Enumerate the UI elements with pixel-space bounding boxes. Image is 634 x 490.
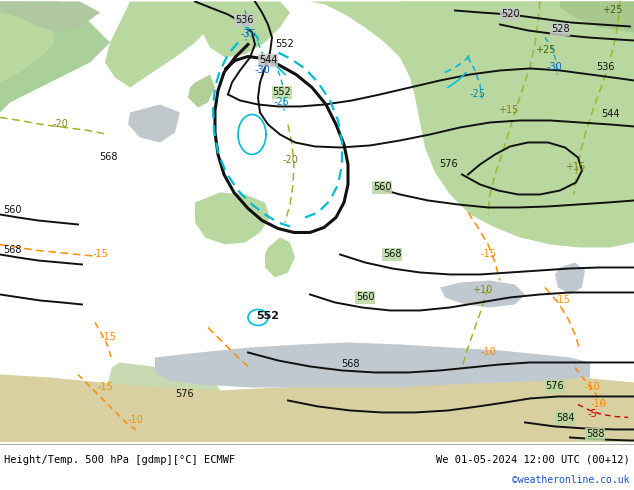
Polygon shape <box>195 193 270 245</box>
Text: -15: -15 <box>480 249 496 260</box>
Text: 560: 560 <box>373 182 391 193</box>
Text: 584: 584 <box>556 414 574 423</box>
Text: -30: -30 <box>546 62 562 73</box>
Polygon shape <box>400 1 634 91</box>
Text: 528: 528 <box>551 24 569 34</box>
Polygon shape <box>555 263 585 294</box>
Text: -10: -10 <box>480 347 496 358</box>
Text: 552: 552 <box>257 312 280 321</box>
Text: -15: -15 <box>554 295 570 305</box>
Polygon shape <box>310 1 634 247</box>
Text: 568: 568 <box>383 249 401 260</box>
Polygon shape <box>128 104 180 143</box>
Text: 576: 576 <box>176 390 194 399</box>
Polygon shape <box>200 1 290 57</box>
Text: +15: +15 <box>498 105 518 116</box>
Text: We 01-05-2024 12:00 UTC (00+12): We 01-05-2024 12:00 UTC (00+12) <box>436 455 630 465</box>
Text: +15: +15 <box>565 163 585 172</box>
Polygon shape <box>0 1 55 82</box>
Text: -10: -10 <box>590 399 606 410</box>
Text: 588: 588 <box>586 429 604 440</box>
Text: -30: -30 <box>254 66 270 75</box>
Text: 544: 544 <box>601 109 619 120</box>
Polygon shape <box>108 363 225 424</box>
Text: -25: -25 <box>470 90 486 99</box>
Text: -35: -35 <box>240 29 256 40</box>
Polygon shape <box>0 374 634 442</box>
Text: 520: 520 <box>501 9 519 20</box>
Text: -25: -25 <box>274 98 290 107</box>
Polygon shape <box>440 280 525 307</box>
Text: 568: 568 <box>340 360 359 369</box>
Text: -15: -15 <box>100 333 116 343</box>
Text: 560: 560 <box>3 205 22 216</box>
Text: 552: 552 <box>273 88 292 98</box>
Text: 576: 576 <box>546 382 564 392</box>
Text: +25: +25 <box>602 5 622 16</box>
Text: -15: -15 <box>92 249 108 260</box>
Text: +10: +10 <box>472 286 492 295</box>
Polygon shape <box>105 1 220 88</box>
Polygon shape <box>188 74 215 107</box>
Text: 544: 544 <box>259 55 277 66</box>
Text: 568: 568 <box>99 152 117 163</box>
Text: 576: 576 <box>439 159 457 170</box>
Text: Height/Temp. 500 hPa [gdmp][°C] ECMWF: Height/Temp. 500 hPa [gdmp][°C] ECMWF <box>4 455 235 465</box>
Text: ©weatheronline.co.uk: ©weatheronline.co.uk <box>512 475 630 485</box>
Text: -10: -10 <box>584 383 600 392</box>
Polygon shape <box>155 343 590 388</box>
Text: 560: 560 <box>356 293 374 302</box>
Text: 552: 552 <box>276 40 294 49</box>
Polygon shape <box>265 238 295 277</box>
Text: +25: +25 <box>534 46 555 55</box>
Polygon shape <box>0 1 100 32</box>
Text: 536: 536 <box>235 16 253 25</box>
Text: -10: -10 <box>127 416 143 425</box>
Text: -20: -20 <box>282 155 298 166</box>
Text: 536: 536 <box>596 62 614 73</box>
Polygon shape <box>560 1 634 32</box>
Text: -20: -20 <box>52 120 68 129</box>
Text: 568: 568 <box>3 245 22 255</box>
Polygon shape <box>0 1 110 113</box>
Text: -15: -15 <box>97 383 113 392</box>
Text: -5: -5 <box>587 410 597 419</box>
